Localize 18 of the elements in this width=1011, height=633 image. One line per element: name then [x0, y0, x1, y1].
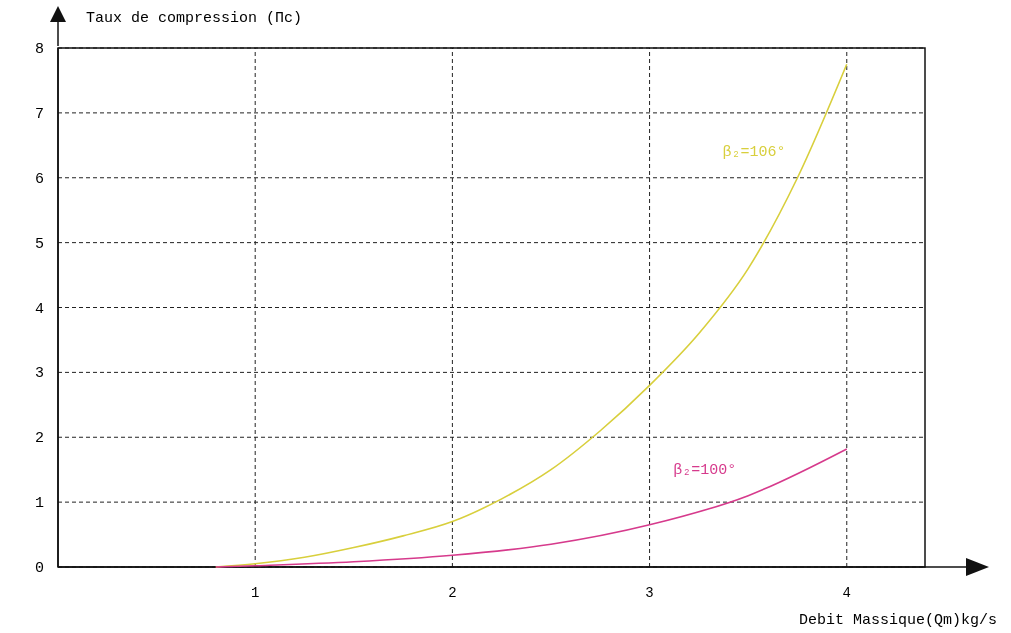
y-tick-label: 8	[34, 41, 44, 58]
x-tick-label: 1	[250, 585, 260, 601]
y-tick-label: 7	[34, 105, 44, 123]
y-tick-label: 5	[34, 235, 44, 253]
y-tick-label: 2	[34, 430, 44, 448]
line-series	[214, 448, 848, 568]
x-tick-label: 2	[448, 585, 457, 601]
series-label: β₂=106°	[722, 143, 786, 161]
y-tick-label: 3	[34, 365, 44, 383]
x-axis-title: Debit Massique(Qm)kg/s	[798, 612, 997, 629]
x-tick-label: 4	[842, 585, 851, 601]
y-tick-label: 6	[34, 170, 44, 188]
series-label: β₂=100°	[673, 461, 737, 479]
y-tick-label: 1	[34, 495, 44, 513]
y-axis-title: Taux de compression (Πc)	[86, 10, 303, 27]
y-tick-label: 0	[34, 560, 44, 577]
x-tick-label: 3	[645, 585, 654, 601]
y-tick-label: 4	[34, 300, 44, 318]
